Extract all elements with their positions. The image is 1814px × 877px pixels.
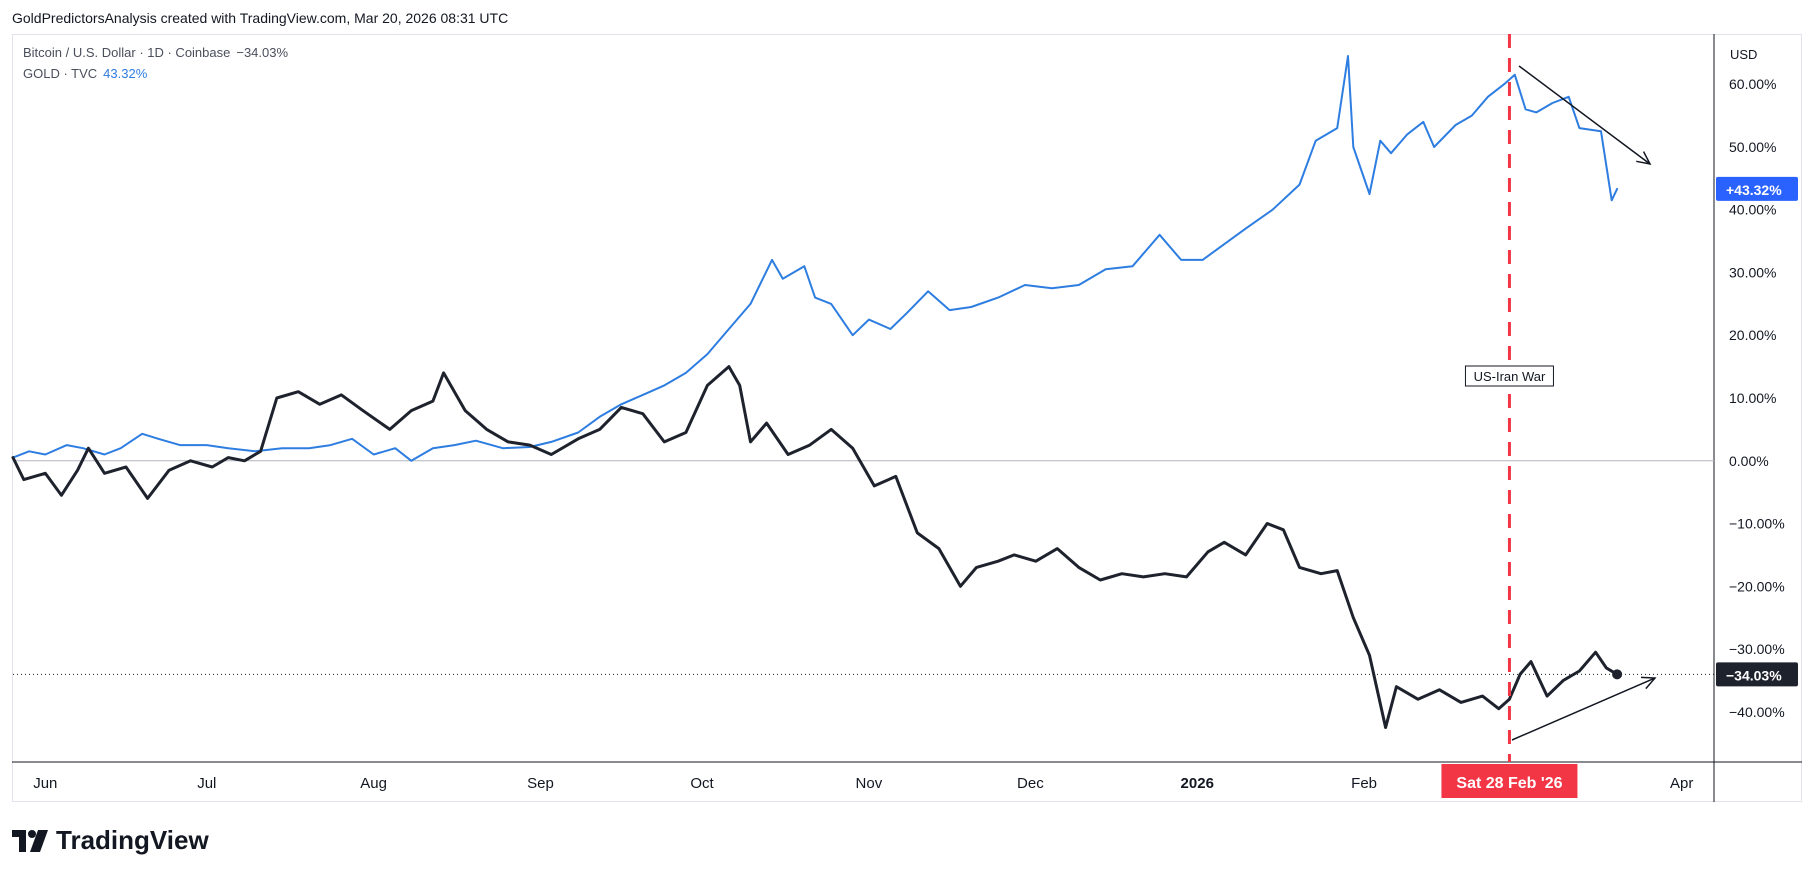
series-line-gold[interactable]: [12, 55, 1619, 462]
x-tick-label: Dec: [1017, 775, 1044, 792]
chart-frame: [12, 34, 1802, 802]
legend-btc[interactable]: Bitcoin / U.S. Dollar · 1D · Coinbase −34…: [23, 45, 288, 60]
x-tick-label: Oct: [690, 775, 714, 792]
x-tick-label: Jul: [197, 775, 216, 792]
y-tick-label: −30.00%: [1729, 641, 1785, 657]
gold-last-label: +43.32%: [1726, 182, 1782, 198]
legend-gold[interactable]: GOLD · TVC 43.32%: [23, 66, 147, 81]
y-tick-label: 30.00%: [1729, 264, 1776, 280]
up-arrow-head: [1640, 676, 1657, 690]
legend-btc-label: Bitcoin / U.S. Dollar · 1D · Coinbase: [23, 45, 231, 60]
btc-last-label: −34.03%: [1726, 667, 1782, 683]
down-arrow-head: [1636, 151, 1652, 166]
down-arrow[interactable]: [1518, 65, 1651, 165]
btc-last-point: [1612, 669, 1623, 680]
gold-last-badge[interactable]: [1716, 176, 1798, 201]
y-tick-label: −10.00%: [1729, 516, 1785, 532]
x-tick-label: Apr: [1670, 775, 1693, 792]
chart-credit: GoldPredictorsAnalysis created with Trad…: [12, 10, 509, 26]
series-line-btc[interactable]: [11, 365, 1619, 729]
tradingview-logo-text: TradingView: [56, 825, 209, 855]
y-tick-label: −40.00%: [1729, 704, 1785, 720]
legend-gold-label: GOLD · TVC: [23, 66, 98, 81]
y-tick-label: −20.00%: [1729, 578, 1785, 594]
event-annotation-box[interactable]: [1464, 365, 1554, 387]
y-tick-label: 60.00%: [1729, 76, 1776, 92]
x-tick-label: 2026: [1181, 775, 1214, 792]
x-tick-label: Aug: [360, 775, 387, 792]
crosshair-date-label: Sat 28 Feb '26: [1456, 775, 1562, 792]
y-tick-label: 50.00%: [1729, 139, 1776, 155]
y-tick-label: 0.00%: [1729, 453, 1769, 469]
legend-btc-change: −34.03%: [236, 45, 289, 60]
y-tick-label: 40.00%: [1729, 202, 1776, 218]
x-tick-label: Jun: [33, 775, 57, 792]
x-tick-label: Feb: [1351, 775, 1377, 792]
x-tick-label: Sep: [527, 775, 554, 792]
y-tick-label: 20.00%: [1729, 327, 1776, 343]
x-tick-label: Nov: [856, 775, 883, 792]
btc-last-badge[interactable]: [1716, 662, 1798, 687]
legend-gold-change: 43.32%: [103, 66, 148, 81]
tradingview-logo[interactable]: TradingView: [12, 825, 209, 856]
y-tick-label: 10.00%: [1729, 390, 1776, 406]
event-annotation-label: US-Iran War: [1474, 369, 1546, 384]
crosshair-date-badge[interactable]: [1441, 764, 1578, 798]
currency-label[interactable]: USD: [1730, 47, 1757, 62]
up-arrow[interactable]: [1511, 677, 1656, 741]
tradingview-logo-icon: [12, 829, 48, 852]
